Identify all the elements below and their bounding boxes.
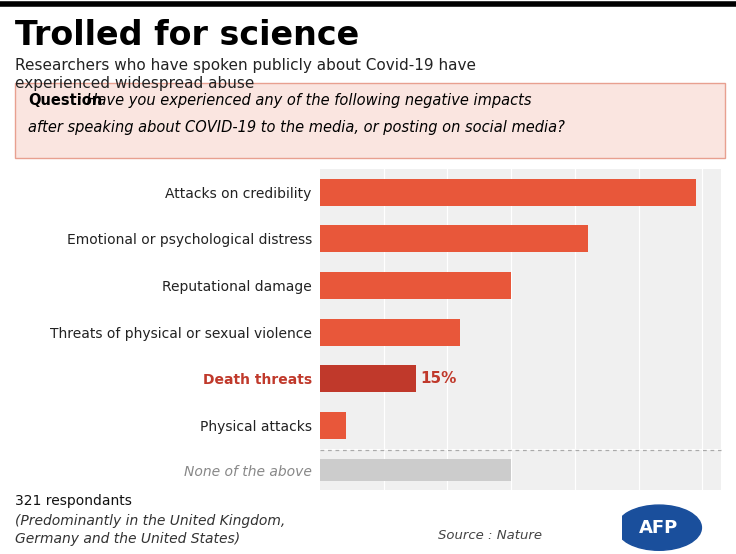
Bar: [320, 365, 416, 392]
Bar: [320, 225, 587, 253]
Text: Question: Question: [28, 93, 102, 107]
Text: 321 respondants: 321 respondants: [15, 494, 132, 508]
Bar: [320, 459, 512, 481]
Circle shape: [617, 505, 701, 550]
Text: Researchers who have spoken publicly about Covid-19 have
experienced widespread : Researchers who have spoken publicly abo…: [15, 58, 475, 90]
Text: AFP: AFP: [640, 519, 679, 537]
Text: Trolled for science: Trolled for science: [15, 19, 359, 53]
Text: : Have you experienced any of the following negative impacts: : Have you experienced any of the follow…: [77, 93, 531, 107]
Text: after speaking about COVID-19 to the media, or posting on social media?: after speaking about COVID-19 to the med…: [28, 120, 565, 135]
Text: 15%: 15%: [421, 371, 457, 386]
Bar: [320, 179, 696, 206]
Bar: [320, 272, 512, 299]
Text: Source : Nature: Source : Nature: [438, 529, 542, 542]
Bar: [320, 319, 460, 346]
Text: Germany and the United States): Germany and the United States): [15, 532, 240, 546]
Text: (Predominantly in the United Kingdom,: (Predominantly in the United Kingdom,: [15, 514, 285, 527]
Bar: [320, 412, 346, 439]
